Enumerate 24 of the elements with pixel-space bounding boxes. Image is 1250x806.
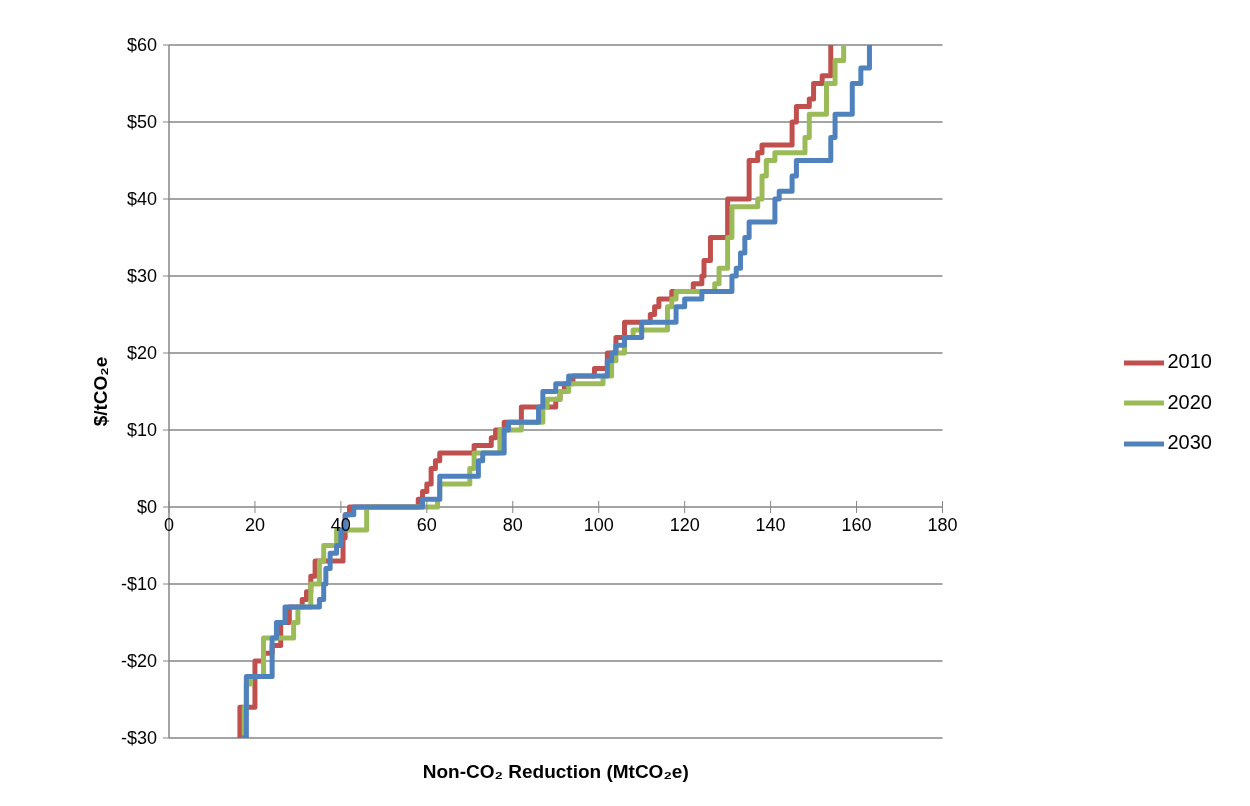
y-tick-label: $60	[126, 35, 157, 55]
x-tick-label: 0	[163, 515, 175, 535]
x-tick-label: 140	[755, 515, 786, 535]
y-tick-label: $30	[126, 266, 157, 286]
x-tick-label: 60	[416, 515, 437, 535]
x-tick-label: 120	[669, 515, 700, 535]
y-tick-label: $20	[126, 343, 157, 363]
y-tick-label: -$10	[120, 574, 157, 594]
x-tick-label: 20	[244, 515, 265, 535]
y-tick-label: -$30	[120, 728, 157, 748]
x-tick-label: 100	[583, 515, 614, 535]
y-tick-label: -$20	[120, 651, 157, 671]
y-tick-label: $0	[136, 497, 157, 517]
legend-label: 2020	[1167, 390, 1212, 413]
x-tick-label: 180	[927, 515, 958, 535]
x-tick-label: 80	[502, 515, 523, 535]
y-axis-title: $/tCO₂e	[90, 356, 111, 427]
y-tick-label: $50	[126, 112, 157, 132]
legend-label: 2030	[1167, 431, 1212, 454]
x-tick-label: 160	[841, 515, 872, 535]
x-axis-title: Non-CO₂ Reduction (MtCO₂e)	[422, 761, 689, 782]
legend-label: 2010	[1167, 349, 1212, 372]
y-tick-label: $10	[126, 420, 157, 440]
y-tick-label: $40	[126, 189, 157, 209]
